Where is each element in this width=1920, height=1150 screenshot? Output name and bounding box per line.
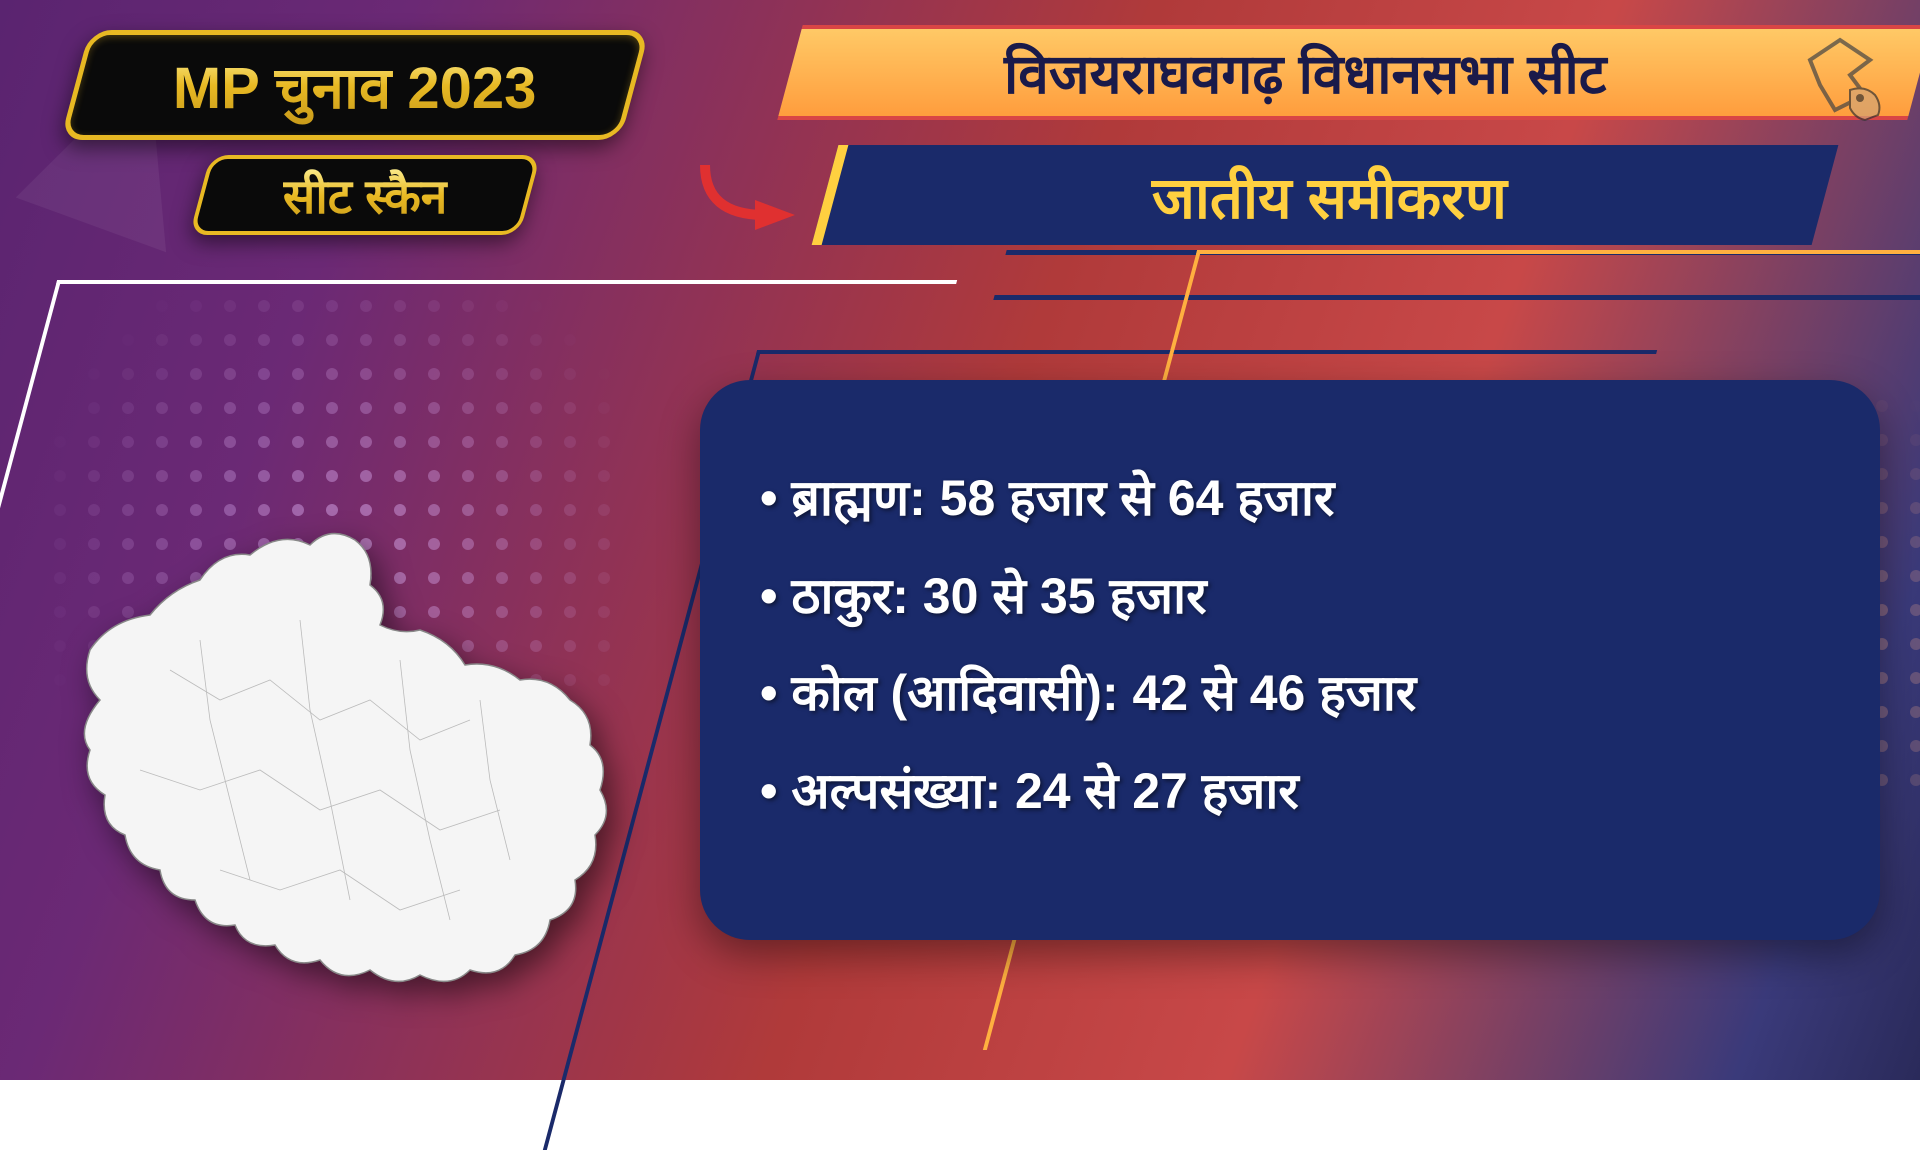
voting-hand-icon bbox=[1790, 20, 1900, 130]
arrow-icon bbox=[695, 155, 815, 245]
data-point: ब्राह्मण: 58 हजार से 64 हजार bbox=[760, 450, 1820, 548]
data-point: कोल (आदिवासी): 42 से 46 हजार bbox=[760, 645, 1820, 743]
subtitle-text: सीट स्कैन bbox=[283, 163, 448, 228]
data-list: ब्राह्मण: 58 हजार से 64 हजारठाकुर: 30 से… bbox=[760, 450, 1820, 840]
seat-name-text: विजयराघवगढ़ विधानसभा सीट bbox=[1004, 35, 1607, 110]
title-text: MP चुनाव 2023 bbox=[173, 46, 537, 125]
data-point: ठाकुर: 30 से 35 हजार bbox=[760, 548, 1820, 646]
data-point: अल्पसंख्या: 24 से 27 हजार bbox=[760, 743, 1820, 841]
seat-banner: विजयराघवगढ़ विधानसभा सीट bbox=[777, 25, 1920, 120]
title-box: MP चुनाव 2023 bbox=[60, 30, 649, 140]
topic-text: जातीय समीकरण bbox=[1152, 156, 1507, 235]
topic-box: जातीय समीकरण bbox=[812, 145, 1839, 245]
data-panel: ब्राह्मण: 58 हजार से 64 हजारठाकुर: 30 से… bbox=[700, 380, 1880, 940]
state-map-icon bbox=[20, 520, 640, 1010]
subtitle-box: सीट स्कैन bbox=[189, 155, 540, 235]
